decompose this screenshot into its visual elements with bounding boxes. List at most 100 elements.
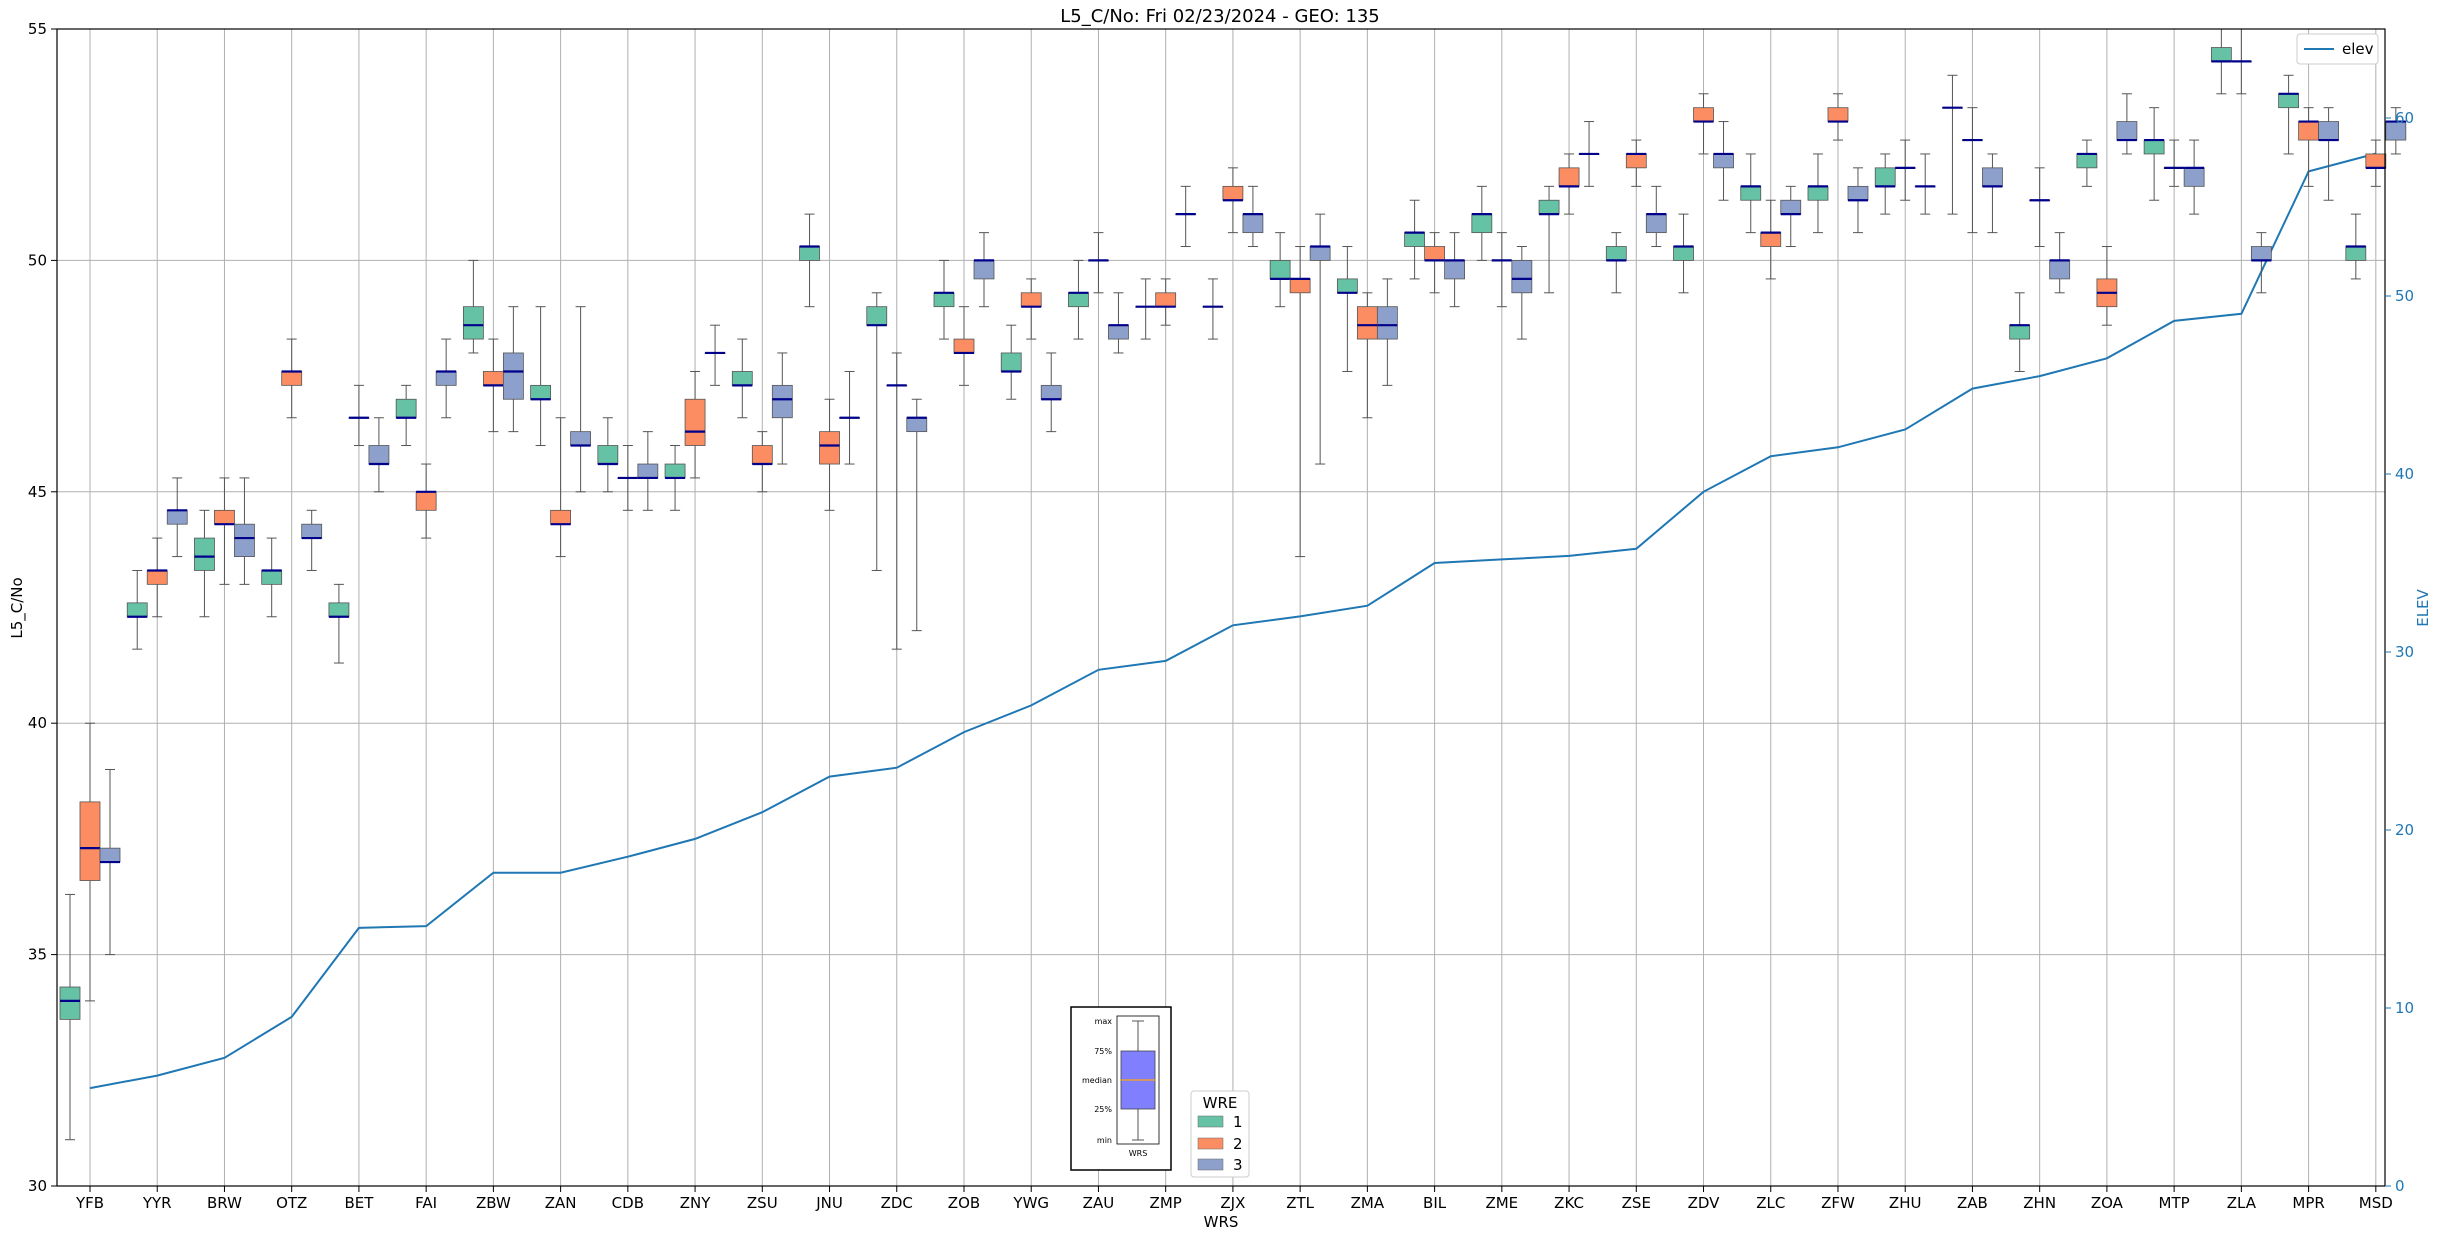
plot-frame <box>56 28 2386 1187</box>
key-xlabel: WRS <box>1129 1149 1148 1158</box>
box-ZTL-wre-1 <box>1269 232 1291 308</box>
box-iqr <box>261 570 283 585</box>
x-tick-label: BET <box>344 1194 374 1212</box>
box-iqr <box>1376 306 1398 340</box>
box-iqr <box>1740 185 1762 201</box>
box-iqr <box>1874 167 1896 187</box>
y-right-tick-label: 30 <box>2395 643 2414 661</box>
box-ZLC-wre-1 <box>1740 153 1762 234</box>
y-right-tick-label: 40 <box>2395 465 2414 483</box>
box-ZNY-wre-3 <box>704 324 726 386</box>
y-right-tick-label: 50 <box>2395 287 2414 305</box>
box-ZHN-wre-3 <box>2049 232 2071 294</box>
box-CDB-wre-1 <box>597 417 619 493</box>
box-iqr <box>234 523 255 557</box>
box-ZDC-wre-1 <box>866 292 888 571</box>
x-tick-label: ZJX <box>1220 1194 1245 1212</box>
box-iqr <box>819 431 840 465</box>
box-ZAU-wre-3 <box>1108 292 1129 354</box>
box-YWG-wre-3 <box>1040 352 1062 433</box>
box-ZMA-wre-3 <box>1376 278 1398 386</box>
box-ZOA-wre-1 <box>2076 139 2098 187</box>
box-FAI-wre-2 <box>415 463 437 539</box>
box-iqr <box>1625 153 1647 169</box>
box-ZAB-wre-3 <box>1982 153 2003 234</box>
box-YWG-wre-1 <box>1000 324 1022 400</box>
box-MPR-wre-1 <box>2278 74 2299 155</box>
x-tick-label: MSD <box>2359 1194 2393 1212</box>
box-iqr <box>1336 278 1358 294</box>
wre-legend-label-2: 2 <box>1233 1135 1243 1153</box>
x-tick-label: ZTL <box>1286 1194 1314 1212</box>
box-iqr <box>1760 232 1782 247</box>
x-tick-label: FAI <box>415 1194 437 1212</box>
box-ZLC-wre-3 <box>1780 185 1802 248</box>
box-iqr <box>482 371 504 386</box>
box-ZFW-wre-3 <box>1847 167 1869 234</box>
box-iqr <box>731 371 753 386</box>
box-ZSU-wre-2 <box>751 431 773 493</box>
x-tick-label: YWG <box>1012 1194 1049 1212</box>
box-MPR-wre-2 <box>2298 107 2319 187</box>
x-tick-label: BIL <box>1423 1194 1447 1212</box>
box-iqr <box>771 384 793 419</box>
box-ZOB-wre-2 <box>953 306 975 386</box>
box-iqr <box>281 371 303 386</box>
box-iqr <box>973 259 995 280</box>
y-tick-label: 50 <box>28 251 47 269</box>
box-ZMP-wre-3 <box>1175 185 1197 248</box>
box-iqr <box>530 384 552 400</box>
x-tick-label: ZHU <box>1889 1194 1922 1212</box>
box-ZSU-wre-1 <box>731 338 753 419</box>
box-iqr <box>866 306 888 326</box>
box-ZJX-wre-3 <box>1242 185 1264 248</box>
box-ZLA-wre-3 <box>2250 232 2272 294</box>
y-tick-label: 40 <box>28 714 47 732</box>
key-diagram-inner-frame <box>1116 1015 1160 1145</box>
box-iqr <box>1020 292 1042 308</box>
box-YFB-wre-3 <box>99 768 121 956</box>
box-OTZ-wre-1 <box>261 537 283 618</box>
box-MPR-wre-3 <box>2318 107 2339 201</box>
box-iqr <box>1309 246 1331 261</box>
box-CDB-wre-3 <box>637 431 659 511</box>
box-ZAU-wre-1 <box>1068 259 1089 340</box>
x-tick-label: MPR <box>2292 1194 2324 1212</box>
box-ZDC-wre-2 <box>886 352 908 650</box>
wre-legend-title: WRE <box>1203 1094 1238 1112</box>
box-iqr <box>953 338 975 354</box>
box-JNU-wre-2 <box>819 398 840 511</box>
box-OTZ-wre-2 <box>281 338 303 419</box>
box-iqr <box>1693 107 1714 122</box>
x-tick-label: ZOA <box>2091 1194 2124 1212</box>
box-iqr <box>684 398 706 446</box>
box-ZTL-wre-3 <box>1309 213 1331 465</box>
box-iqr <box>462 306 484 340</box>
box-iqr <box>2116 121 2138 141</box>
x-tick-label: ZSE <box>1622 1194 1651 1212</box>
box-YYR-wre-2 <box>146 537 168 618</box>
box-ZTL-wre-2 <box>1289 246 1311 558</box>
box-iqr <box>906 417 928 433</box>
box-YFB-wre-2 <box>79 722 101 1002</box>
box-iqr <box>1827 107 1849 122</box>
y-right-tick-label: 60 <box>2395 109 2414 127</box>
x-tick-label: OTZ <box>276 1194 307 1212</box>
box-ZKC-wre-3 <box>1578 121 1600 187</box>
box-BET-wre-3 <box>368 417 390 493</box>
box-iqr <box>570 431 592 446</box>
key-label-q3: 75% <box>1094 1047 1112 1056</box>
box-iqr <box>146 570 168 585</box>
box-iqr <box>1269 259 1291 280</box>
chart-title: L5_C/No: Fri 02/23/2024 - GEO: 135 <box>1060 6 1380 27</box>
box-OTZ-wre-3 <box>301 509 323 571</box>
key-label-max: max <box>1095 1017 1113 1026</box>
box-iqr <box>194 537 215 571</box>
box-BET-wre-2 <box>348 384 370 447</box>
box-iqr <box>59 986 81 1020</box>
x-tick-label: ZOB <box>948 1194 980 1212</box>
box-ZHU-wre-2 <box>1894 139 1916 201</box>
box-iqr <box>1645 213 1667 234</box>
wre-legend-label-1: 1 <box>1233 1113 1243 1131</box>
